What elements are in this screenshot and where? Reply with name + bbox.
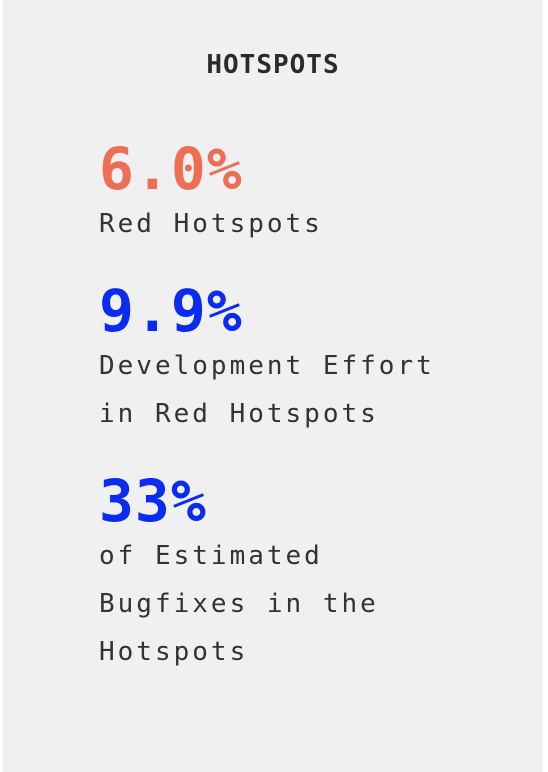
metric-label-line: Development Effort (99, 351, 435, 381)
metric-value: 9.9% (99, 277, 243, 345)
metric-label: Development Effort in Red Hotspots (99, 342, 435, 438)
hotspots-panel: HOTSPOTS 6.0% Red Hotspots 9.9% Developm… (3, 0, 543, 772)
metric-label-line: Red Hotspots (99, 209, 323, 239)
metric-label-line: of Estimated (99, 541, 323, 571)
metric-development-effort: 9.9% Development Effort in Red Hotspots (99, 282, 435, 438)
metric-label-line: Bugfixes in the (99, 589, 379, 619)
panel-title: HOTSPOTS (206, 50, 340, 80)
metric-label: of Estimated Bugfixes in the Hotspots (99, 532, 379, 676)
metric-label: Red Hotspots (99, 200, 323, 248)
metric-red-hotspots: 6.0% Red Hotspots (99, 140, 323, 248)
metric-estimated-bugfixes: 33% of Estimated Bugfixes in the Hotspot… (99, 472, 379, 676)
metric-value: 6.0% (99, 135, 243, 203)
metric-label-line: Hotspots (99, 637, 249, 667)
metric-value: 33% (99, 467, 207, 535)
metric-label-line: in Red Hotspots (99, 399, 379, 429)
